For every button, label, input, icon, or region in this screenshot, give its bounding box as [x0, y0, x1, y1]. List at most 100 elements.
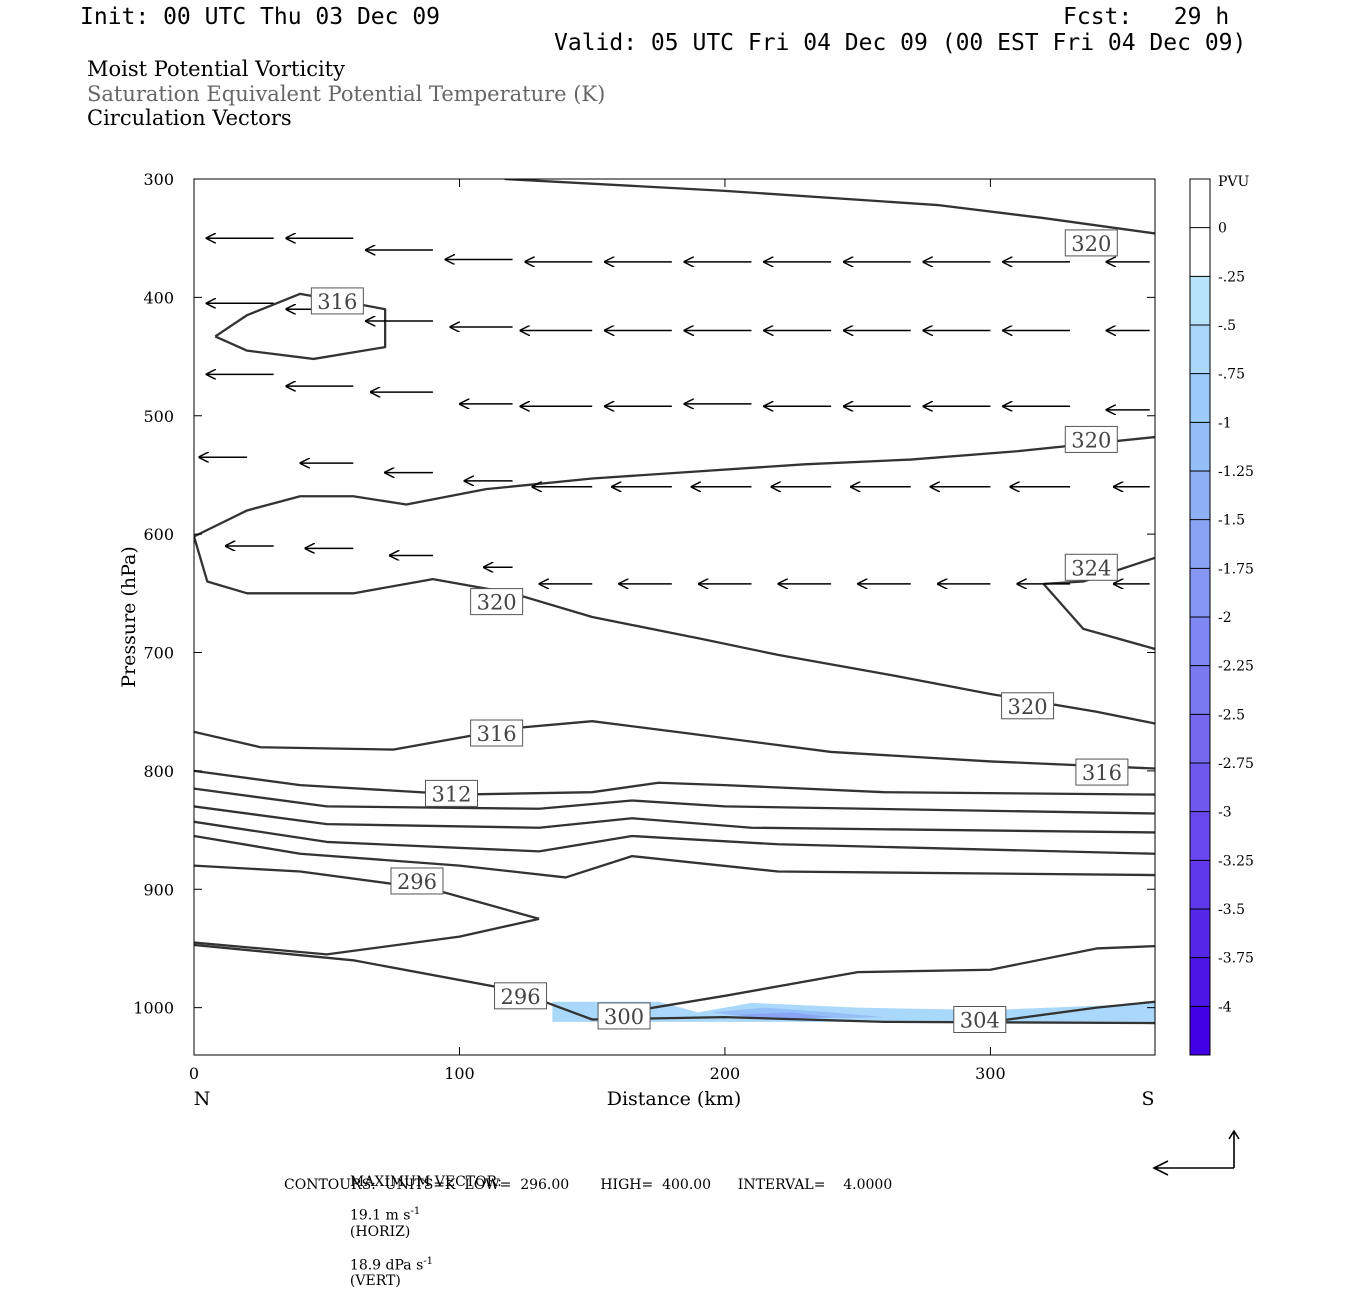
circulation-vectors: [199, 238, 1150, 584]
colorbar-label: -2: [1218, 610, 1232, 626]
vert-exponent: -1: [423, 1255, 434, 1267]
colorbar-segment: [1190, 276, 1210, 325]
contour-label: 316: [1075, 758, 1129, 786]
y-axis-label: Pressure (hPa): [118, 546, 140, 688]
contour-label: 316: [310, 287, 364, 315]
colorbar: PVU 0 -.25 -.5 -.75 -1 -1.25 -1.5 -1.75 -2 -2.25 -2…: [1189, 174, 1254, 1056]
colorbar-label: -3.5: [1218, 902, 1245, 918]
colorbar-label: -4: [1218, 999, 1232, 1015]
contour-label-text: 296: [397, 870, 437, 894]
horiz-exponent: -1: [410, 1206, 421, 1217]
colorbar-segment: [1190, 957, 1210, 1007]
x-end-label-n: N: [194, 1088, 211, 1110]
contour-labels: 320 316 320 324 320 320 316 316 312 296 296 300 304: [310, 229, 1129, 1033]
contour-label: 324: [1064, 553, 1118, 581]
theta-es-contour-320: [194, 536, 1155, 725]
y-tick-label: 800: [143, 762, 174, 781]
contour-label-text: 296: [500, 985, 540, 1009]
max-vector-vert: 18.9 dPa s: [349, 1257, 424, 1274]
contour-label-text: 304: [960, 1008, 1000, 1032]
forecast-hour: Fcst: 29 h: [1063, 4, 1230, 30]
contour-label-text: 320: [477, 591, 517, 615]
colorbar-label: -3: [1218, 805, 1232, 821]
contour-label: 320: [1064, 425, 1118, 453]
contour-label: 320: [1064, 229, 1118, 257]
theta-es-contour-296: [194, 917, 540, 956]
x-tick-label: 300: [975, 1064, 1006, 1083]
colorbar-segment: [1190, 179, 1210, 228]
colorbar-segment: [1190, 227, 1210, 277]
colorbar-label: -2.75: [1218, 756, 1254, 772]
theta-es-contour-320: [504, 179, 1155, 235]
colorbar-title: PVU: [1218, 174, 1250, 190]
colorbar-segment: [1190, 714, 1210, 763]
colorbar-segment: [1190, 1006, 1210, 1055]
colorbar-label: -.5: [1218, 318, 1236, 334]
contour-label: 296: [390, 867, 444, 895]
colorbar-label: 0: [1218, 221, 1227, 237]
theta-es-contour-300: [194, 820, 1155, 855]
colorbar-segment: [1190, 617, 1210, 666]
theta-es-contour-316: [214, 292, 387, 361]
theta-es-contour-296: [194, 834, 1155, 879]
colorbar-segment: [1190, 909, 1210, 958]
colorbar-label: -1.5: [1218, 513, 1245, 529]
contour-label: 320: [470, 588, 524, 616]
x-tick-label: 0: [189, 1064, 199, 1083]
colorbar-segment: [1190, 811, 1210, 861]
y-tick-label: 500: [143, 407, 174, 426]
theta-es-contour-312: [194, 769, 1155, 796]
theta-es-contour-304: [631, 944, 1155, 1013]
axes: 300 400 500 600 700 800 900 1000 0 100 200 300: [133, 170, 1155, 1083]
y-tick-label: 400: [143, 288, 174, 307]
x-tick-label: 100: [444, 1064, 475, 1083]
theta-es-contour-304: [990, 1000, 1155, 1023]
colorbar-segment: [1190, 519, 1210, 569]
contour-label-text: 316: [477, 722, 517, 746]
layer-title-pv: Moist Potential Vorticity: [87, 57, 345, 81]
y-tick-label: 300: [143, 170, 174, 189]
contour-label-text: 320: [1071, 428, 1111, 452]
contour-label-text: 320: [1008, 695, 1048, 719]
theta-es-contour-324: [1043, 556, 1155, 586]
x-axis-label: Distance (km): [607, 1088, 742, 1110]
colorbar-segment: [1190, 471, 1210, 520]
contour-label: 312: [425, 779, 479, 807]
theta-es-contour-300: [194, 943, 1155, 1025]
colorbar-segment: [1190, 860, 1210, 909]
init-time: Init: 00 UTC Thu 03 Dec 09: [80, 4, 441, 30]
x-end-label-s: S: [1141, 1088, 1154, 1110]
max-vector-label: MAXIMUM VECTOR:: [349, 1174, 502, 1190]
horiz-tag: (HORIZ): [349, 1223, 411, 1240]
plot-frame: [193, 178, 1156, 1056]
colorbar-label: -1: [1218, 415, 1232, 431]
max-vector-horiz: 19.1 m s: [349, 1207, 411, 1224]
y-tick-label: 900: [143, 880, 174, 899]
colorbar-segment: [1190, 568, 1210, 617]
contour-label: 300: [597, 1002, 651, 1030]
contour-label-text: 324: [1071, 556, 1111, 580]
x-tick-label: 200: [710, 1064, 741, 1083]
contour-label: 304: [953, 1005, 1007, 1033]
colorbar-label: -1.75: [1218, 561, 1254, 577]
vector-scale-icon: [1152, 1129, 1240, 1176]
theta-es-contour-324: [1042, 583, 1155, 651]
layer-title-vectors: Circulation Vectors: [87, 106, 292, 130]
layer-title-theta-es: Saturation Equivalent Potential Temperat…: [87, 82, 606, 106]
colorbar-label: -3.25: [1218, 853, 1254, 869]
colorbar-label: -2.5: [1218, 707, 1245, 723]
colorbar-label: -2.25: [1218, 659, 1254, 675]
vert-tag: (VERT): [349, 1273, 401, 1289]
colorbar-label: -.75: [1218, 367, 1245, 383]
theta-es-contour-316: [194, 720, 1155, 770]
contour-label-text: 320: [1071, 232, 1111, 256]
contour-label-text: 300: [604, 1005, 644, 1029]
colorbar-label: -.25: [1218, 269, 1245, 285]
colorbar-segment: [1190, 763, 1210, 812]
y-tick-label: 600: [143, 525, 174, 544]
contour-label: 316: [470, 719, 524, 747]
colorbar-label: -3.75: [1218, 951, 1254, 967]
colorbar-label: -1.25: [1218, 464, 1254, 480]
contour-label-text: 316: [1082, 761, 1122, 785]
